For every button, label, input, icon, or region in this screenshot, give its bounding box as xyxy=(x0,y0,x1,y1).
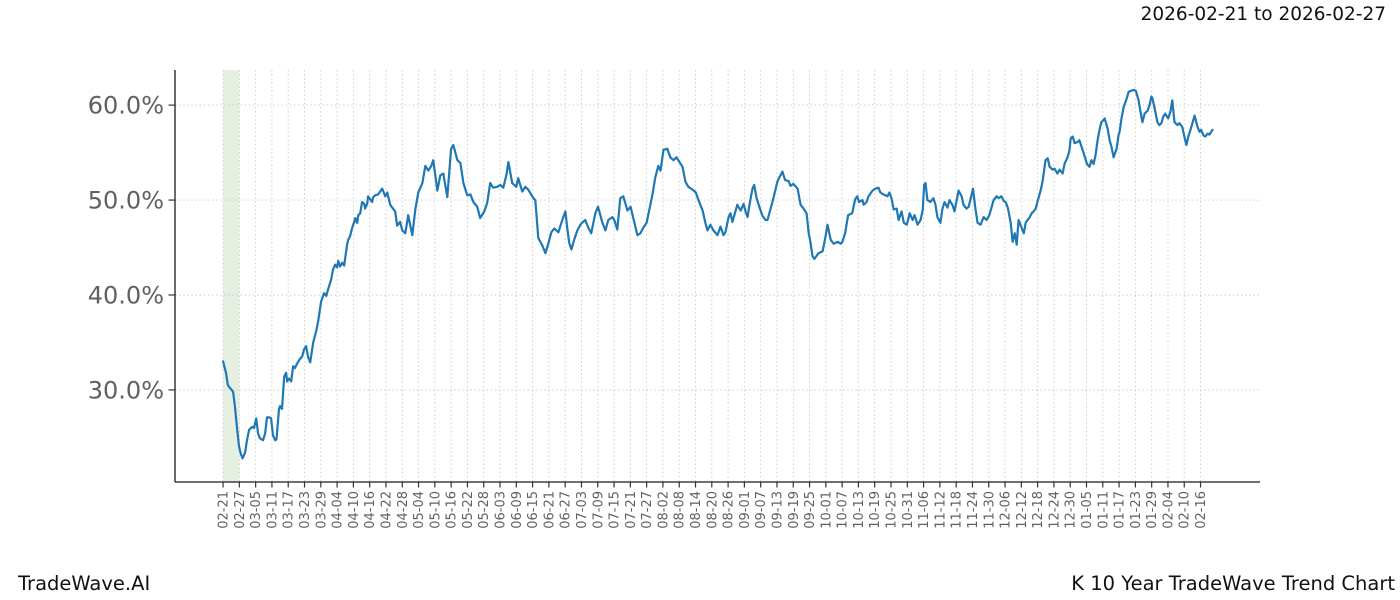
x-tick-label: 09-13 xyxy=(771,491,786,529)
x-tick-label: 11-30 xyxy=(982,491,997,529)
x-tick-label: 02-21 xyxy=(217,491,232,529)
page-title: 2026-02-21 to 2026-02-27 xyxy=(1140,4,1386,25)
y-tick-label: 60.0% xyxy=(88,92,164,120)
x-tick-label: 10-01 xyxy=(819,491,834,529)
x-tick-label: 09-01 xyxy=(738,491,753,529)
x-tick-label: 11-12 xyxy=(933,491,948,529)
x-tick-label: 02-27 xyxy=(233,491,248,529)
x-tick-label: 02-16 xyxy=(1194,491,1209,529)
x-tick-label: 01-05 xyxy=(1080,491,1095,529)
x-tick-label: 09-19 xyxy=(787,491,802,529)
x-tick-label: 10-25 xyxy=(885,491,900,529)
x-tick-label: 04-10 xyxy=(347,491,362,529)
x-tick-label: 09-25 xyxy=(803,491,818,529)
x-tick-label: 07-21 xyxy=(624,491,639,529)
x-tick-label: 12-06 xyxy=(999,491,1014,529)
x-tick-label: 06-15 xyxy=(526,491,541,529)
x-tick-label: 09-07 xyxy=(754,491,769,529)
x-tick-label: 05-04 xyxy=(412,491,427,529)
x-tick-label: 05-16 xyxy=(445,491,460,529)
x-tick-label: 06-03 xyxy=(494,491,509,529)
x-tick-label: 08-02 xyxy=(656,491,671,529)
x-tick-label: 08-14 xyxy=(689,491,704,529)
x-tick-label: 02-10 xyxy=(1178,491,1193,529)
x-tick-label: 10-13 xyxy=(852,491,867,529)
x-tick-label: 04-04 xyxy=(331,491,346,529)
footer-brand: TradeWave.AI xyxy=(18,572,151,595)
x-tick-label: 07-27 xyxy=(640,491,655,529)
footer-chart-title: K 10 Year TradeWave Trend Chart xyxy=(1071,572,1395,595)
x-tick-label: 08-26 xyxy=(722,491,737,529)
x-tick-label: 03-29 xyxy=(314,491,329,529)
x-tick-label: 12-18 xyxy=(1031,491,1046,529)
trend-line xyxy=(222,88,1214,460)
x-tick-label: 05-28 xyxy=(477,491,492,529)
x-tick-label: 12-30 xyxy=(1064,491,1079,529)
x-tick-label: 11-18 xyxy=(950,491,965,529)
x-tick-label: 04-28 xyxy=(396,491,411,529)
x-tick-label: 06-21 xyxy=(542,491,557,529)
x-tick-label: 10-31 xyxy=(901,491,916,529)
x-tick-label: 03-11 xyxy=(265,491,280,529)
x-tick-label: 04-22 xyxy=(380,491,395,529)
x-tick-label: 03-23 xyxy=(298,491,313,529)
x-tick-label: 08-08 xyxy=(673,491,688,529)
x-tick-label: 12-12 xyxy=(1015,491,1030,529)
x-tick-label: 10-07 xyxy=(836,491,851,529)
x-tick-label: 01-17 xyxy=(1113,491,1128,529)
x-tick-label: 07-03 xyxy=(575,491,590,529)
x-tick-label: 06-09 xyxy=(510,491,525,529)
x-tick-label: 03-17 xyxy=(282,491,297,529)
x-tick-label: 01-23 xyxy=(1129,491,1144,529)
x-tick-label: 06-27 xyxy=(559,491,574,529)
x-tick-label: 05-22 xyxy=(461,491,476,529)
x-tick-label: 12-24 xyxy=(1047,491,1062,529)
x-tick-label: 05-10 xyxy=(428,491,443,529)
x-tick-label: 11-24 xyxy=(966,491,981,529)
x-tick-label: 03-05 xyxy=(249,491,264,529)
x-tick-label: 11-06 xyxy=(917,491,932,529)
x-tick-label: 01-29 xyxy=(1145,491,1160,529)
x-tick-label: 07-09 xyxy=(591,491,606,529)
y-tick-label: 30.0% xyxy=(88,376,164,404)
y-tick-label: 40.0% xyxy=(88,282,164,310)
x-tick-label: 07-15 xyxy=(608,491,623,529)
x-tick-label: 01-11 xyxy=(1096,491,1111,529)
y-tick-label: 50.0% xyxy=(88,187,164,215)
x-tick-label: 08-20 xyxy=(705,491,720,529)
x-tick-label: 10-19 xyxy=(868,491,883,529)
x-tick-label: 04-16 xyxy=(363,491,378,529)
x-tick-label: 02-04 xyxy=(1162,491,1177,529)
